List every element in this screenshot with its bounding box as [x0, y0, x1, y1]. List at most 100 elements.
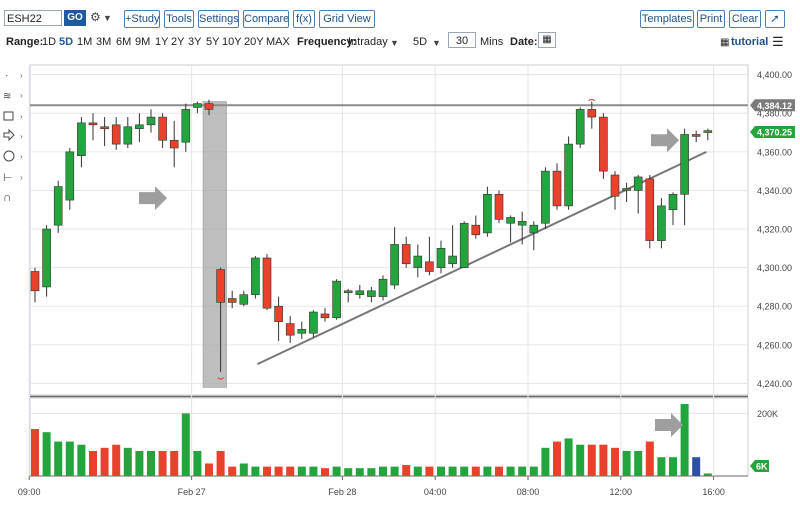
- candle: [552, 163, 562, 210]
- period-5d[interactable]: 5D: [59, 36, 74, 48]
- go-button[interactable]: GO: [64, 10, 86, 26]
- fibonacci-tool-icon[interactable]: ⊢: [3, 172, 13, 184]
- marker-high: [588, 98, 596, 102]
- volume-bar: [135, 450, 144, 476]
- period-1m[interactable]: 1M: [77, 36, 93, 48]
- calendar-icon[interactable]: ▦: [538, 32, 556, 48]
- candle: [111, 117, 121, 150]
- period-5y[interactable]: 5Y: [206, 36, 220, 48]
- candle: [274, 296, 283, 341]
- settings-button[interactable]: Settings: [198, 10, 239, 28]
- volume-bar: [54, 441, 63, 476]
- candle: [680, 128, 689, 226]
- fx-button[interactable]: f(x): [293, 10, 315, 28]
- volume-bar: [228, 466, 237, 476]
- rectangle-tool-icon[interactable]: [3, 111, 14, 121]
- menu-icon[interactable]: ☰: [772, 34, 784, 49]
- reference-price-tag: 4,384.12: [750, 99, 795, 112]
- candle: [668, 192, 678, 226]
- clear-button[interactable]: Clear: [729, 10, 761, 28]
- y-tick-label: 4,260.00: [757, 340, 792, 350]
- candle: [42, 225, 51, 297]
- lines-tool-icon[interactable]: ≋: [3, 91, 11, 102]
- period-3m[interactable]: 3M: [96, 36, 112, 48]
- frequency-chevron-icon[interactable]: ▼: [390, 38, 399, 48]
- candle: [587, 101, 597, 129]
- period-9m[interactable]: 9M: [135, 36, 151, 48]
- candle: [390, 227, 399, 289]
- circle-tool-icon[interactable]: [3, 150, 15, 162]
- x-tick-label: Feb 27: [178, 487, 206, 497]
- volume-bar: [622, 450, 631, 476]
- svg-text:6K: 6K: [756, 462, 768, 472]
- add-study-button[interactable]: +Study: [124, 10, 160, 28]
- period-20y[interactable]: 20Y: [244, 36, 264, 48]
- period-2y[interactable]: 2Y: [171, 36, 185, 48]
- templates-button[interactable]: Templates: [640, 10, 694, 28]
- gear-icon[interactable]: ⚙: [90, 10, 101, 24]
- period-10y[interactable]: 10Y: [222, 36, 242, 48]
- compare-button[interactable]: Compare: [243, 10, 289, 28]
- candle: [471, 215, 481, 239]
- volume-bar: [181, 413, 190, 476]
- candle: [622, 182, 631, 203]
- volume-bar: [205, 463, 213, 476]
- symbol-input[interactable]: ESH22: [4, 10, 62, 26]
- y-tick-label: 4,400.00: [757, 70, 792, 80]
- volume-bar: [263, 466, 271, 476]
- volume-bar: [274, 466, 283, 476]
- film-icon: ▦: [720, 37, 730, 48]
- axes: 4,240.00 4,260.00 4,280.00 4,300.00 4,320.00…: [18, 70, 795, 497]
- volume-bar: [657, 457, 666, 476]
- candle: [425, 236, 434, 276]
- y-tick-label: 4,340.00: [757, 186, 792, 196]
- period-max[interactable]: MAX: [266, 36, 290, 48]
- candle: [564, 136, 573, 210]
- volume-bar: [170, 450, 179, 476]
- magnet-tool-icon[interactable]: ∩: [3, 190, 12, 204]
- frequency-select[interactable]: Intraday: [348, 36, 388, 48]
- candle: [123, 117, 133, 148]
- svg-text:›: ›: [20, 112, 23, 121]
- tutorial-link[interactable]: tutorial: [731, 36, 769, 48]
- minutes-input[interactable]: 30: [448, 32, 476, 48]
- svg-text:›: ›: [20, 71, 23, 80]
- volume-bar: [692, 457, 701, 476]
- volume-bar: [193, 450, 202, 476]
- candle: [599, 113, 608, 179]
- candle: [135, 113, 144, 143]
- candle: [146, 109, 156, 133]
- candle: [413, 244, 423, 278]
- volume-bar: [599, 444, 608, 476]
- volume-bar: [158, 450, 167, 476]
- volume-bar: [506, 466, 515, 476]
- volume-bar: [123, 447, 132, 476]
- volume-bar: [448, 466, 457, 476]
- print-button[interactable]: Print: [697, 10, 725, 28]
- interval-select[interactable]: 5D: [413, 36, 428, 48]
- candle: [158, 113, 167, 148]
- arrow-tool-icon[interactable]: [3, 128, 15, 142]
- period-3y[interactable]: 3Y: [188, 36, 202, 48]
- crosshair-tool-icon[interactable]: ·: [5, 70, 8, 81]
- annotation-arrow: [651, 128, 679, 153]
- annotation-arrow: [139, 186, 167, 211]
- range-controls: Range: 1D 5D 1M 3M 6M 9M 1Y 2Y 3Y 5Y 10Y…: [0, 32, 800, 52]
- trend-line: [256, 150, 707, 366]
- volume-bar: [529, 466, 538, 476]
- expand-icon: ➚: [770, 13, 780, 25]
- volume-bar: [518, 466, 527, 476]
- volume-bar: [89, 450, 97, 476]
- candle: [401, 236, 411, 268]
- tools-button[interactable]: Tools: [164, 10, 194, 28]
- grid-view-button[interactable]: Grid View: [319, 10, 375, 28]
- period-6m[interactable]: 6M: [116, 36, 132, 48]
- interval-chevron-icon[interactable]: ▼: [432, 38, 441, 48]
- chevron-down-icon[interactable]: ▼: [103, 13, 112, 23]
- expand-button[interactable]: ➚: [765, 10, 785, 28]
- period-1d[interactable]: 1D: [42, 36, 57, 48]
- volume-bar: [112, 444, 121, 476]
- period-1y[interactable]: 1Y: [155, 36, 169, 48]
- candle: [100, 117, 109, 147]
